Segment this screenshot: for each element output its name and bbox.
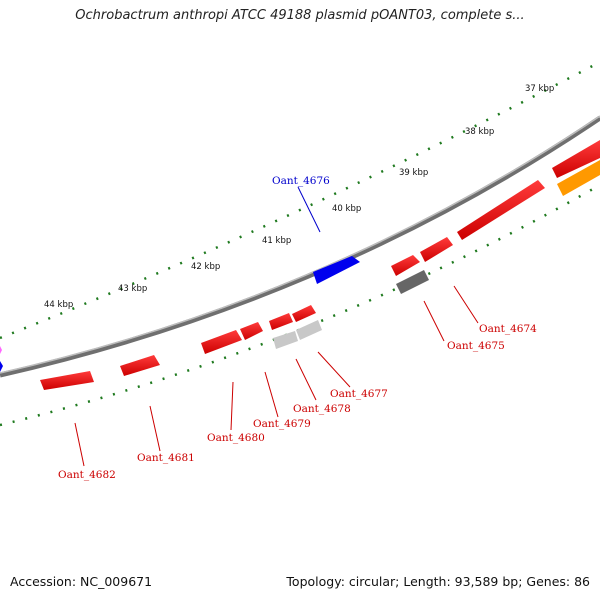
gene-oant-4681[interactable]	[120, 355, 160, 376]
label-oant-4677[interactable]: Oant_4677	[330, 388, 388, 400]
tick-39kbp: 39 kbp	[399, 168, 428, 178]
tick-41kbp: 41 kbp	[262, 236, 291, 246]
outer-tick-ring	[0, 60, 600, 340]
gene-oant-4678[interactable]	[269, 313, 298, 349]
gene-oant-4680[interactable]	[201, 330, 242, 354]
tick-43kbp: 43 kbp	[118, 284, 147, 294]
label-oant-4681[interactable]: Oant_4681	[137, 452, 195, 464]
tick-40kbp: 40 kbp	[332, 204, 361, 214]
tick-37kbp: 37 kbp	[525, 84, 554, 94]
gene-red-4675a[interactable]	[391, 255, 420, 276]
gene-red-4674b[interactable]	[420, 237, 453, 262]
gene-oant-4682[interactable]	[40, 371, 94, 390]
label-oant-4682[interactable]: Oant_4682	[58, 469, 116, 481]
map-title: Ochrobactrum anthropi ATCC 49188 plasmid…	[75, 8, 525, 23]
callout-lines	[74, 186, 479, 467]
label-oant-4676[interactable]: Oant_4676	[272, 175, 330, 187]
inner-tick-ring	[0, 183, 600, 427]
tick-44kbp: 44 kbp	[44, 300, 73, 310]
label-oant-4680[interactable]: Oant_4680	[207, 432, 265, 444]
gene-oant-4674[interactable]	[457, 180, 545, 240]
label-oant-4679[interactable]: Oant_4679	[253, 418, 311, 430]
tick-42kbp: 42 kbp	[191, 262, 220, 272]
gene-edge-left[interactable]	[0, 346, 3, 372]
gene-oant-4676[interactable]	[313, 256, 360, 284]
gene-oant-4677[interactable]	[292, 305, 322, 340]
gene-oant-4675[interactable]	[396, 270, 429, 294]
tick-38kbp: 38 kbp	[465, 127, 494, 137]
gene-oant-4679[interactable]	[240, 322, 263, 340]
gene-forward-far-right[interactable]	[552, 140, 600, 178]
accession-text: Accession: NC_009671	[10, 574, 153, 589]
label-oant-4675[interactable]: Oant_4675	[447, 340, 505, 352]
topology-summary: Topology: circular; Length: 93,589 bp; G…	[286, 574, 590, 589]
label-oant-4674[interactable]: Oant_4674	[479, 323, 537, 335]
gene-orange-right[interactable]	[557, 160, 600, 196]
label-oant-4678[interactable]: Oant_4678	[293, 403, 351, 415]
